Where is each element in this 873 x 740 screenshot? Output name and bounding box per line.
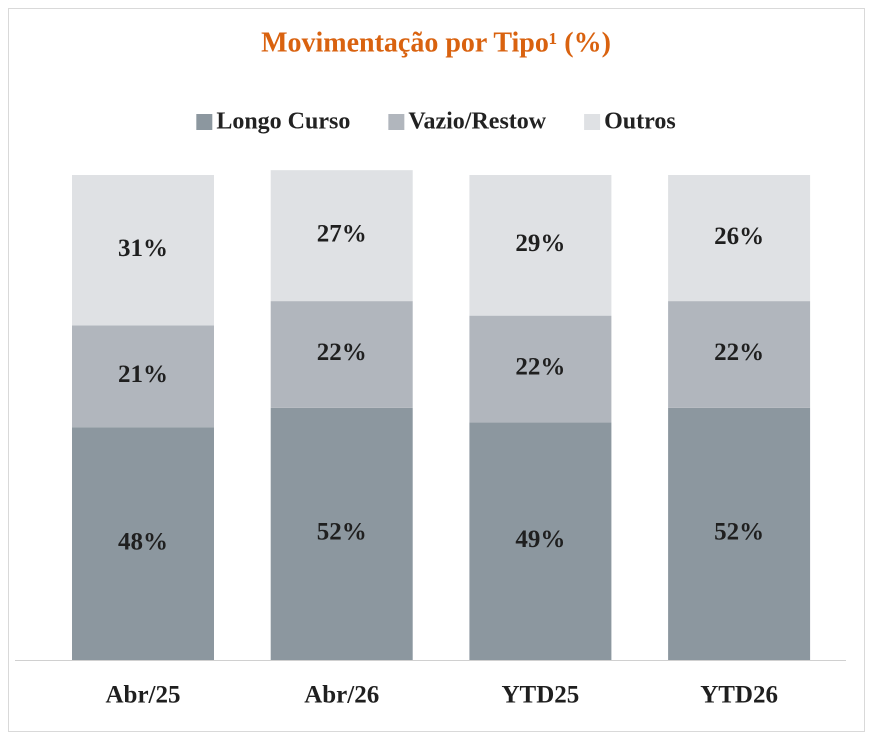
bar-segment [668,175,811,302]
legend-swatch [388,114,405,130]
bar-segment [668,407,811,660]
x-tick-label: Abr/26 [304,682,379,709]
bar-segment [469,315,612,423]
bar-segment [469,422,612,660]
data-label: 22% [714,339,764,366]
data-label: 29% [515,230,565,257]
data-label: 26% [714,223,764,250]
chart-title: Movimentação por Tipo¹ (%) [261,27,611,58]
data-label: 22% [515,354,565,381]
data-label: 27% [317,220,367,247]
legend-swatch [196,114,213,130]
data-label: 21% [118,361,168,388]
bar-segment [270,301,413,408]
bar-segment [72,175,214,326]
data-label: 52% [714,519,764,546]
bar-segment [469,175,612,316]
legend-label: Longo Curso [216,109,350,135]
bar-segment [270,170,413,302]
x-tick-label: Abr/25 [106,682,181,709]
data-label: 49% [515,526,565,553]
legend-swatch [584,114,601,130]
x-tick-label: YTD25 [502,682,580,709]
data-label: 52% [317,519,367,546]
legend-label: Vazio/Restow [408,109,546,135]
bar-segment [270,407,413,660]
bar-segment [72,325,214,428]
data-label: 31% [118,235,168,262]
x-tick-label: YTD26 [700,682,778,709]
data-label: 22% [317,339,367,366]
legend-label: Outros [604,109,676,135]
bar-segment [668,301,811,408]
bar-segment [72,427,214,660]
data-label: 48% [118,528,168,555]
